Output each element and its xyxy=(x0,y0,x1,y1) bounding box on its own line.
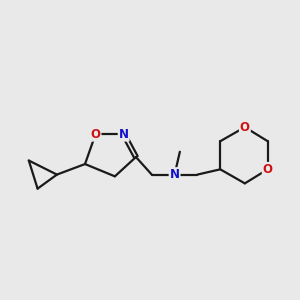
Text: N: N xyxy=(169,168,180,181)
Text: O: O xyxy=(91,128,100,141)
Text: O: O xyxy=(263,163,273,176)
Text: O: O xyxy=(240,121,250,134)
Text: N: N xyxy=(119,128,129,141)
